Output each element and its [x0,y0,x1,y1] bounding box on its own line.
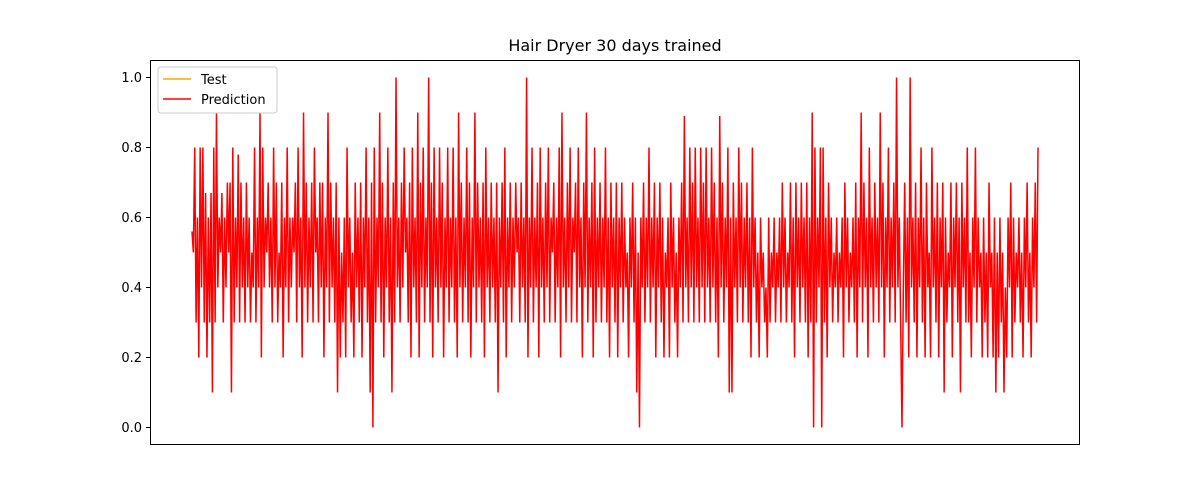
y-tick-label: 1.0 [121,71,142,86]
series-line-prediction [191,77,1039,428]
y-tick-label: 0.4 [121,281,142,296]
y-tick-label: 0.6 [121,211,142,226]
series-layer [191,77,1039,428]
y-tick-label: 0.8 [121,141,142,156]
legend-prediction-label: Prediction [201,93,266,108]
chart-title: Hair Dryer 30 days trained [508,36,721,55]
y-tick-label: 0.2 [121,351,142,366]
y-tick-label: 0.0 [121,421,142,436]
legend: Test Prediction [157,66,278,114]
plot-frame [150,60,1080,445]
legend-test-label: Test [200,73,227,88]
y-axis: 0.0 0.2 0.4 0.6 0.8 1.0 [121,71,150,436]
